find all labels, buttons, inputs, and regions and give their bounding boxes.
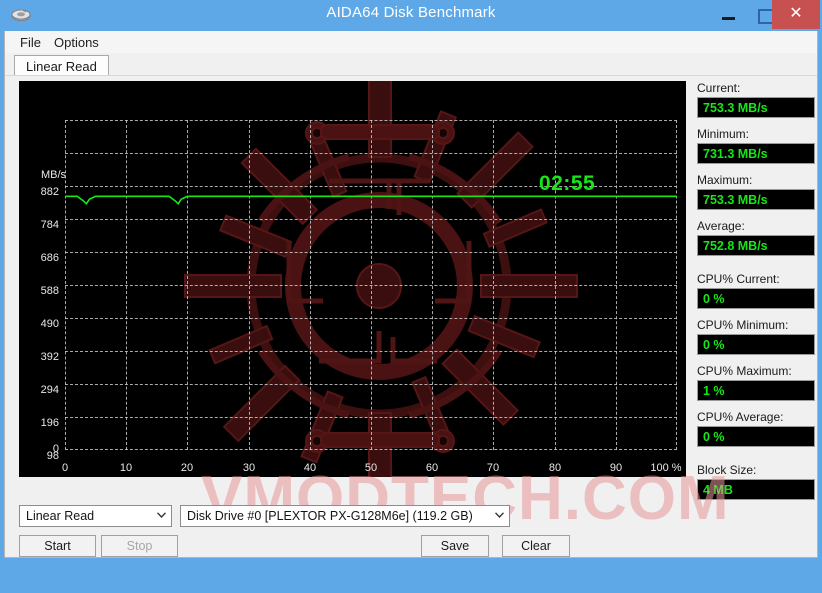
y-tick-294: 294 [40, 384, 59, 396]
y-tick-784: 784 [40, 219, 59, 231]
y-tick-588: 588 [40, 285, 59, 297]
client-area: File Options Linear Read [4, 31, 818, 558]
stats-divider [697, 265, 815, 272]
y-tick-98: 98 [46, 450, 59, 462]
stat-label-maximum: Maximum: [697, 173, 753, 187]
minimize-button[interactable] [714, 0, 744, 29]
x-tick-100: 100 % [650, 462, 682, 474]
stat-label-current: Current: [697, 81, 741, 95]
close-button[interactable]: ✕ [772, 0, 820, 29]
stat-value-cpu-minimum: 0 % [697, 334, 815, 355]
stat-label-cpu-maximum: CPU% Maximum: [697, 364, 792, 378]
menu-bar: File Options [5, 31, 817, 53]
stat-value-block-size: 4 MB [697, 479, 815, 500]
tab-linear-read[interactable]: Linear Read [14, 55, 109, 76]
y-tick-882: 882 [40, 186, 59, 198]
stat-label-block-size: Block Size: [697, 463, 757, 477]
y-tick-686: 686 [40, 252, 59, 264]
x-tick-80: 80 [548, 462, 562, 474]
chevron-down-icon [490, 506, 509, 526]
stat-label-cpu-average: CPU% Average: [697, 410, 784, 424]
stat-value-cpu-average: 0 % [697, 426, 815, 447]
stat-label-average: Average: [697, 219, 745, 233]
y-tick-490: 490 [40, 318, 59, 330]
drive-select[interactable]: Disk Drive #0 [PLEXTOR PX-G128M6e] (119.… [180, 505, 510, 527]
save-button[interactable]: Save [421, 535, 489, 557]
elapsed-timer: 02:55 [539, 172, 596, 195]
x-tick-60: 60 [425, 462, 439, 474]
window-title: AIDA64 Disk Benchmark [326, 4, 496, 21]
stat-label-minimum: Minimum: [697, 127, 750, 141]
x-tick-0: 0 [61, 462, 69, 474]
close-icon: ✕ [789, 5, 803, 22]
x-tick-70: 70 [486, 462, 500, 474]
stat-value-minimum: 731.3 MB/s [697, 143, 815, 164]
stats-divider-2 [697, 456, 815, 463]
y-tick-392: 392 [40, 351, 59, 363]
disk-drive-icon [9, 5, 33, 25]
x-tick-90: 90 [609, 462, 623, 474]
stat-value-cpu-current: 0 % [697, 288, 815, 309]
start-button[interactable]: Start [19, 535, 96, 557]
chevron-down-icon [152, 506, 171, 526]
clear-button[interactable]: Clear [502, 535, 570, 557]
x-tick-40: 40 [303, 462, 317, 474]
minimize-icon [722, 17, 735, 20]
stat-value-average: 752.8 MB/s [697, 235, 815, 256]
plot-area [65, 120, 677, 450]
stop-button: Stop [101, 535, 178, 557]
stat-value-maximum: 753.3 MB/s [697, 189, 815, 210]
x-tick-10: 10 [119, 462, 133, 474]
stat-label-cpu-minimum: CPU% Minimum: [697, 318, 789, 332]
title-bar: AIDA64 Disk Benchmark ✕ [0, 0, 822, 31]
stat-value-cpu-maximum: 1 % [697, 380, 815, 401]
x-tick-20: 20 [180, 462, 194, 474]
x-tick-50: 50 [364, 462, 378, 474]
tab-underline [5, 75, 817, 76]
y-axis-unit-label: MB/s [41, 169, 67, 181]
y-tick-0: 0 [52, 443, 59, 455]
test-type-select[interactable]: Linear Read [19, 505, 172, 527]
read-speed-trace [65, 195, 677, 205]
x-tick-30: 30 [242, 462, 256, 474]
benchmark-chart: MB/s [19, 81, 686, 477]
statistics-panel: Current: 753.3 MB/s Minimum: 731.3 MB/s … [697, 81, 815, 509]
test-type-value: Linear Read [26, 509, 95, 523]
y-tick-196: 196 [40, 417, 59, 429]
menu-item-options[interactable]: Options [54, 35, 99, 50]
stat-label-cpu-current: CPU% Current: [697, 272, 780, 286]
stat-value-current: 753.3 MB/s [697, 97, 815, 118]
drive-value: Disk Drive #0 [PLEXTOR PX-G128M6e] (119.… [187, 509, 473, 523]
tab-strip: Linear Read [5, 53, 817, 76]
menu-item-file[interactable]: File [20, 35, 41, 50]
aida64-disk-benchmark-window: AIDA64 Disk Benchmark ✕ File Options Lin… [0, 0, 822, 558]
